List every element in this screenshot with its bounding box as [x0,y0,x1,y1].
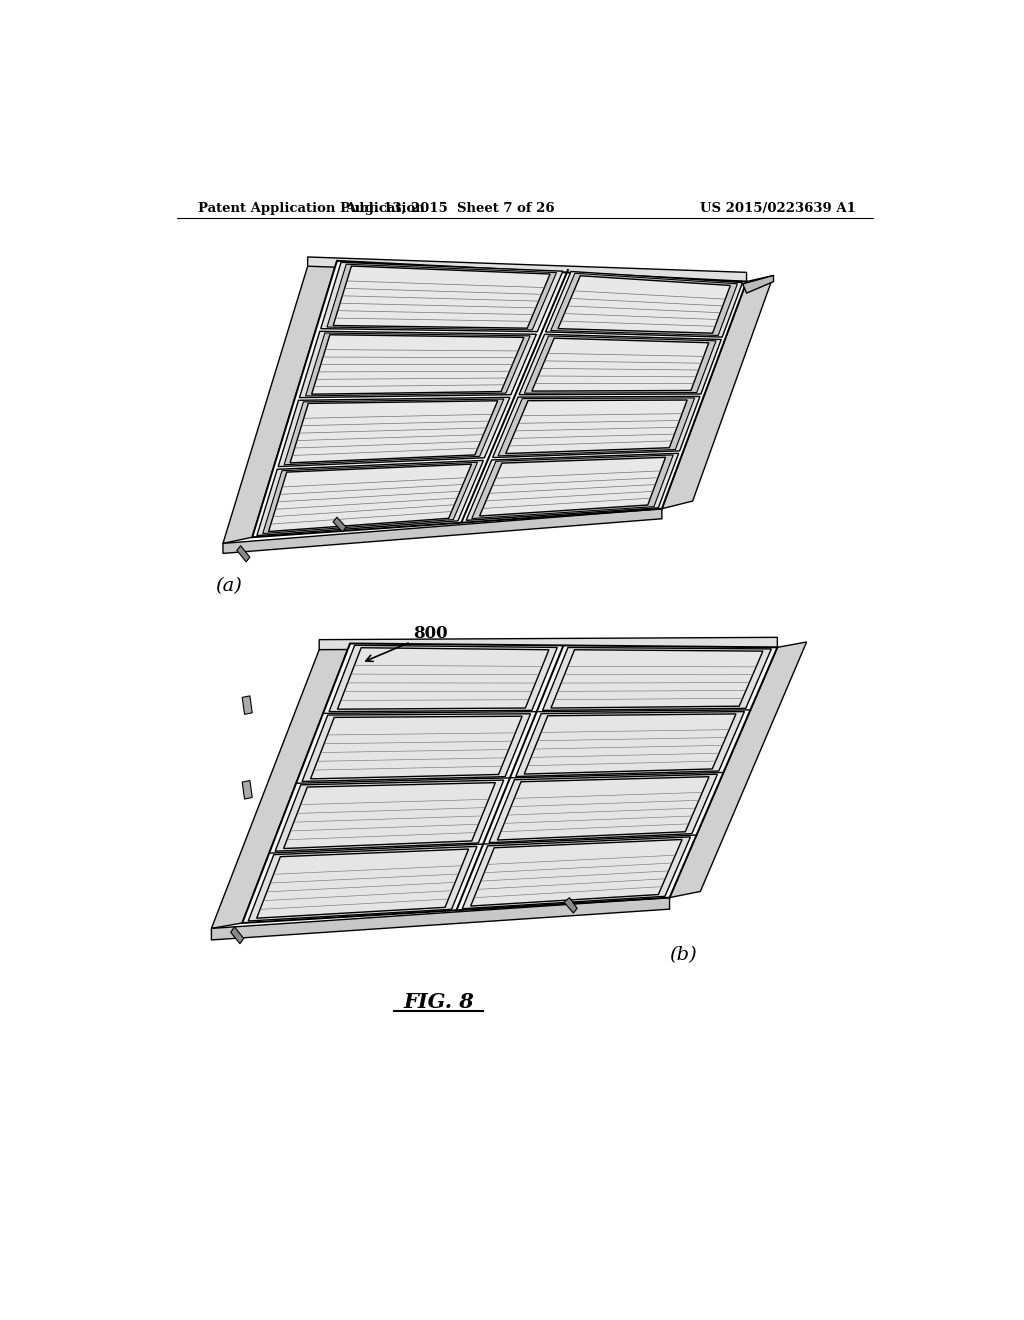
Polygon shape [290,401,498,463]
Polygon shape [211,644,350,928]
Polygon shape [489,775,718,842]
Polygon shape [237,545,250,562]
Polygon shape [329,645,557,711]
Polygon shape [333,267,550,329]
Polygon shape [742,276,773,293]
Polygon shape [311,335,524,395]
Polygon shape [670,642,807,898]
Text: Aug. 13, 2015  Sheet 7 of 26: Aug. 13, 2015 Sheet 7 of 26 [345,202,555,215]
Polygon shape [257,849,469,919]
Polygon shape [321,263,563,331]
Polygon shape [275,780,504,851]
Polygon shape [479,457,666,516]
Polygon shape [279,397,510,467]
Polygon shape [506,400,687,454]
Polygon shape [310,717,522,779]
Polygon shape [472,455,673,519]
Polygon shape [546,272,742,337]
Text: Patent Application Publication: Patent Application Publication [199,202,425,215]
Text: FIG. 8: FIG. 8 [403,991,474,1011]
Polygon shape [305,333,530,396]
Text: (b): (b) [670,946,697,965]
Polygon shape [302,714,530,781]
Polygon shape [531,338,709,391]
Polygon shape [223,261,337,544]
Polygon shape [327,264,556,330]
Polygon shape [243,696,252,714]
Polygon shape [462,837,690,908]
Polygon shape [257,461,483,536]
Polygon shape [319,638,777,649]
Text: US 2015/0223639 A1: US 2015/0223639 A1 [700,202,856,215]
Polygon shape [338,648,549,709]
Polygon shape [299,331,537,397]
Polygon shape [243,780,252,799]
Polygon shape [564,898,578,913]
Polygon shape [263,462,477,533]
Polygon shape [333,517,346,532]
Polygon shape [524,714,736,774]
Text: 800: 800 [366,624,449,661]
Polygon shape [243,644,777,923]
Polygon shape [211,898,670,940]
Polygon shape [524,335,716,393]
Polygon shape [284,399,504,465]
Polygon shape [498,397,694,455]
Polygon shape [471,840,682,906]
Polygon shape [551,273,737,335]
Polygon shape [551,649,763,708]
Polygon shape [519,334,721,395]
Polygon shape [466,453,679,520]
Polygon shape [662,276,773,508]
Polygon shape [493,396,700,458]
Polygon shape [248,846,477,921]
Text: (a): (a) [215,577,242,595]
Polygon shape [543,647,771,710]
Polygon shape [498,776,709,840]
Polygon shape [284,783,496,849]
Polygon shape [230,927,244,944]
Polygon shape [558,276,730,333]
Polygon shape [252,261,746,537]
Polygon shape [223,508,662,553]
Polygon shape [268,465,471,532]
Polygon shape [516,711,744,776]
Polygon shape [307,257,746,281]
